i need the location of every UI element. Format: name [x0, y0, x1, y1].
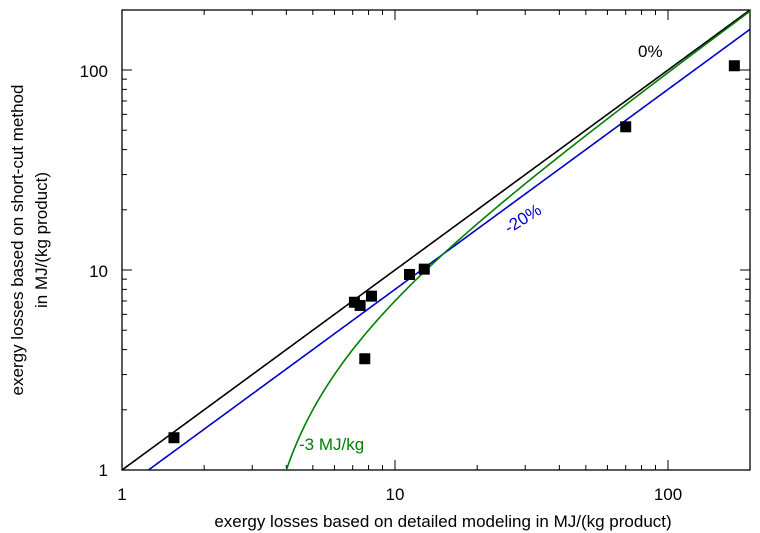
data-point [359, 353, 371, 365]
reference-lines [122, 10, 750, 470]
data-point [168, 432, 180, 444]
y-tick-label-100: 100 [80, 62, 108, 81]
label-zero-percent: 0% [638, 42, 663, 61]
data-point [620, 121, 632, 133]
data-point [365, 290, 377, 302]
reference-line-1 [147, 28, 750, 470]
data-point [348, 296, 360, 308]
reference-line-0 [122, 10, 750, 470]
data-point [418, 263, 430, 275]
label-minus-3-mj-kg: -3 MJ/kg [299, 435, 364, 454]
y-tick-label-10: 10 [89, 262, 108, 281]
data-point [728, 60, 740, 72]
x-tick-label-100: 100 [654, 485, 682, 504]
y-axis-label-line-1: exergy losses based on short-cut method [8, 85, 27, 396]
data-points [168, 60, 740, 444]
y-axis-label-line-2: in MJ/(kg product) [32, 172, 51, 308]
data-point [354, 299, 366, 311]
x-tick-label-10: 10 [386, 485, 405, 504]
x-tick-label-1: 1 [117, 485, 126, 504]
x-axis-label: exergy losses based on detailed modeling… [214, 512, 671, 531]
y-tick-label-1: 1 [99, 461, 108, 480]
data-point [403, 268, 415, 280]
reference-line-2 [285, 10, 750, 470]
